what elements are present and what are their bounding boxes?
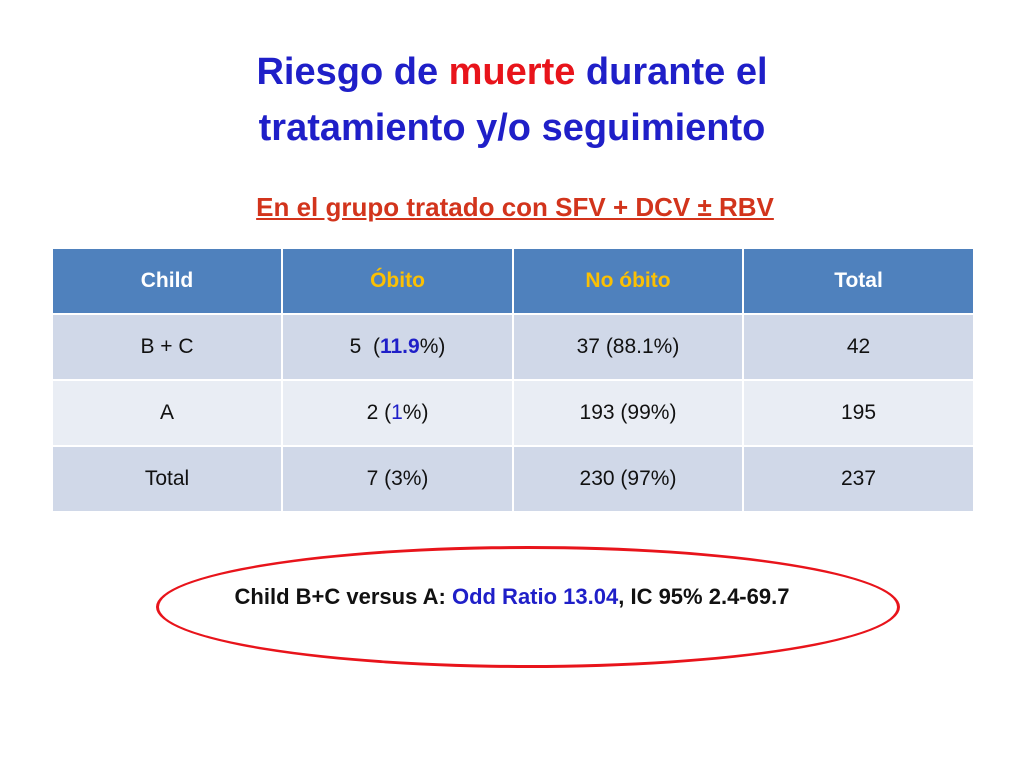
obito-count: 5 bbox=[349, 335, 362, 358]
table-row: Total 7 (3%) 230 (97%) 237 bbox=[51, 445, 975, 513]
title-line-1: Riesgo de muerte durante el bbox=[0, 44, 1024, 100]
obito-pct: 11.9 bbox=[379, 335, 420, 358]
cell-child: A bbox=[51, 379, 283, 447]
title-part-2: durante el bbox=[575, 51, 768, 93]
slide-title: Riesgo de muerte durante el tratamiento … bbox=[0, 44, 1024, 156]
cell-no-obito: 193 (99%) bbox=[512, 379, 744, 447]
cell-no-obito: 230 (97%) bbox=[512, 445, 744, 513]
table-row: B + C 5 (11.9%) 37 (88.1%) 42 bbox=[51, 313, 975, 381]
title-part-1: Riesgo de bbox=[256, 51, 449, 93]
cell-no-obito: 37 (88.1%) bbox=[512, 313, 744, 381]
odds-highlight: Odd Ratio 13.04 bbox=[451, 584, 619, 609]
table-row: A 2 (1%) 193 (99%) 195 bbox=[51, 379, 975, 447]
obito-count: 2 bbox=[366, 401, 379, 424]
odds-prefix: Child B+C versus A: bbox=[234, 584, 452, 609]
slide-subtitle: En el grupo tratado con SFV + DCV ± RBV bbox=[256, 192, 774, 222]
title-line-2: tratamiento y/o seguimiento bbox=[258, 107, 766, 149]
header-child: Child bbox=[51, 247, 283, 315]
odds-suffix: , IC 95% 2.4-69.7 bbox=[618, 584, 790, 609]
obito-open: ( bbox=[378, 401, 392, 424]
highlight-ellipse bbox=[156, 546, 900, 668]
obito-pct: 1 bbox=[391, 401, 403, 424]
cell-child: Total bbox=[51, 445, 283, 513]
cell-obito: 7 (3%) bbox=[281, 445, 514, 513]
header-obito: Óbito bbox=[281, 247, 514, 315]
header-total: Total bbox=[742, 247, 975, 315]
obito-close: %) bbox=[402, 401, 429, 424]
cell-obito: 5 (11.9%) bbox=[281, 313, 514, 381]
header-no-obito: No óbito bbox=[512, 247, 744, 315]
obito-open: ( bbox=[361, 335, 380, 358]
odds-ratio-text: Child B+C versus A: Odd Ratio 13.04, IC … bbox=[0, 584, 1024, 610]
obito-close: %) bbox=[419, 335, 446, 358]
cell-total: 42 bbox=[742, 313, 975, 381]
results-table: Child Óbito No óbito Total B + C 5 (11.9… bbox=[51, 247, 975, 513]
cell-total: 237 bbox=[742, 445, 975, 513]
title-highlight: muerte bbox=[448, 51, 576, 93]
table-header-row: Child Óbito No óbito Total bbox=[51, 247, 975, 315]
cell-obito: 2 (1%) bbox=[281, 379, 514, 447]
cell-child: B + C bbox=[51, 313, 283, 381]
cell-total: 195 bbox=[742, 379, 975, 447]
